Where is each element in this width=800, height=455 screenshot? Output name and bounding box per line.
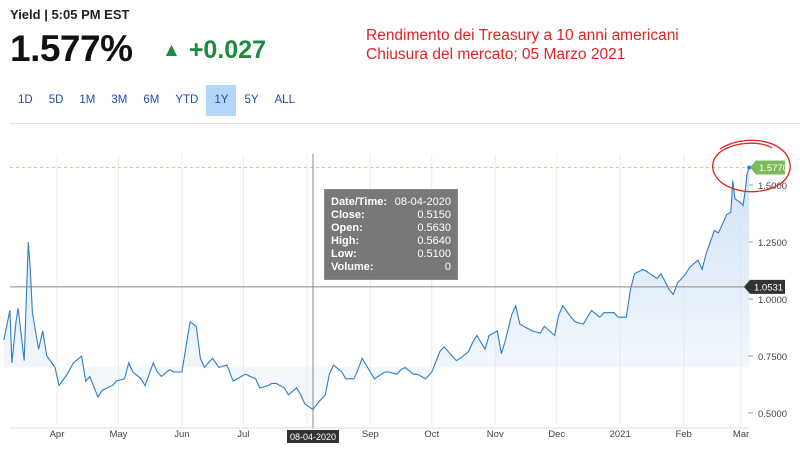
crosshair-y-label: 1.0531: [754, 282, 783, 293]
y-tick-label: 1.0000: [758, 295, 787, 306]
tooltip-key: Date/Time:: [331, 196, 388, 208]
x-tick-label: Oct: [424, 429, 439, 440]
crosshair-y-badge: [744, 279, 785, 294]
tooltip-row: Open: 0.5630: [331, 222, 451, 235]
last-value-label: 1.5770: [759, 163, 788, 174]
tooltip-row: Volume: 0: [331, 261, 451, 274]
tab-1y[interactable]: 1Y: [206, 85, 237, 116]
chart-tooltip: Date/Time: 08-04-2020 Close: 0.5150 Open…: [324, 189, 458, 280]
tooltip-key: High:: [331, 235, 360, 247]
x-tick-label: Feb: [675, 429, 691, 440]
y-tick-label: 1.2500: [758, 238, 787, 249]
series-area: [3, 167, 750, 410]
tooltip-key: Open:: [331, 222, 363, 234]
tab-5y[interactable]: 5Y: [244, 94, 259, 106]
tooltip-key: Close:: [331, 209, 365, 221]
tooltip-value: 0.5630: [417, 222, 451, 234]
tooltip-value: 0.5150: [417, 209, 451, 221]
crosshair-x-badge: [286, 430, 339, 443]
triangle-up-icon: ▲: [162, 39, 181, 61]
annotation-line-1: Rendimento dei Treasury a 10 anni americ…: [366, 27, 679, 44]
last-value-badge: [750, 160, 785, 175]
tab-3m[interactable]: 3M: [111, 94, 128, 106]
x-tick-label: Apr: [50, 429, 65, 440]
tooltip-row: Low: 0.5100: [331, 248, 451, 261]
y-tick-label: 0.5000: [758, 409, 787, 420]
x-tick-label: May: [109, 429, 127, 440]
yield-value: 1.577%: [10, 28, 133, 69]
x-tick-label: Jul: [237, 429, 249, 440]
tooltip-value: 0.5640: [417, 235, 451, 247]
tab-all[interactable]: ALL: [274, 94, 295, 106]
yield-change: ▲ +0.027: [162, 36, 266, 65]
x-tick-label: Mar: [733, 429, 749, 440]
tooltip-row: Date/Time: 08-04-2020: [331, 196, 451, 209]
tooltip-key: Low:: [331, 248, 357, 260]
x-tick-label: Jun: [174, 429, 189, 440]
y-tick-label: 0.7500: [758, 352, 787, 363]
x-tick-label: Nov: [487, 429, 504, 440]
tab-ytd[interactable]: YTD: [175, 94, 199, 106]
crosshair-x-label: 08-04-2020: [290, 432, 336, 442]
x-tick-label: 2021: [610, 429, 631, 440]
tab-6m[interactable]: 6M: [143, 94, 160, 106]
last-point: [747, 165, 752, 170]
tab-5d[interactable]: 5D: [48, 94, 64, 106]
quote-header-label: Yield | 5:05 PM EST: [10, 7, 130, 22]
y-tick-label: 1.5000: [758, 181, 787, 192]
range-tabs: 1D 5D 1M 3M 6M YTD 1Y 5Y ALL: [10, 85, 303, 116]
tooltip-value: 0: [444, 261, 451, 273]
tab-1m[interactable]: 1M: [79, 94, 96, 106]
tooltip-row: Close: 0.5150: [331, 209, 451, 222]
tooltip-key: Volume:: [331, 261, 374, 273]
change-value: +0.027: [188, 36, 266, 64]
red-circle-annotation: [712, 139, 791, 193]
tooltip-row: High: 0.5640: [331, 235, 451, 248]
series-line: [3, 167, 750, 411]
x-tick-label: Sep: [362, 429, 379, 440]
x-tick-label: Dec: [548, 429, 565, 440]
tooltip-value: 08-04-2020: [394, 196, 451, 208]
tab-1d[interactable]: 1D: [18, 94, 33, 106]
yield-chart[interactable]: 0.5000 0.7500 1.0000 1.2500 1.5000 1.5770 1.05…: [0, 124, 800, 455]
header-divider: [10, 123, 800, 124]
annotation-line-2: Chiusura del mercato; 05 Marzo 2021: [366, 46, 626, 63]
chart-annotation: Rendimento dei Treasury a 10 anni americ…: [366, 26, 679, 64]
tooltip-value: 0.5100: [417, 248, 451, 260]
